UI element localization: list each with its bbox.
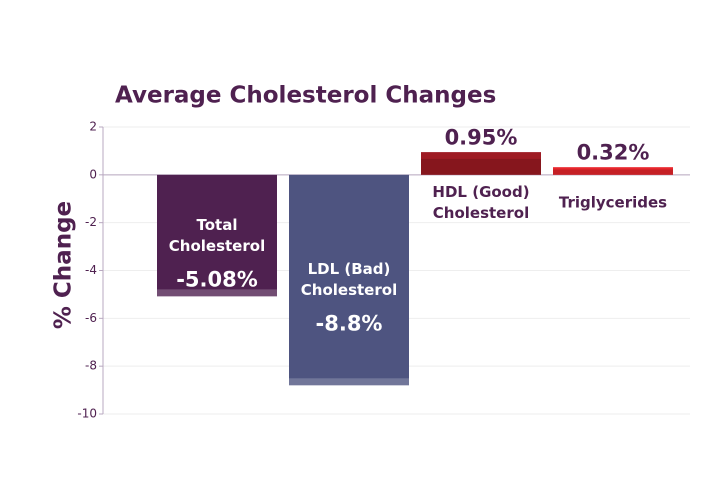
category-label: HDL (Good) Cholesterol [432, 182, 530, 222]
y-tick-label: 2 [89, 120, 97, 134]
bar-highlight [421, 158, 541, 175]
y-axis-label: % Change [51, 201, 77, 329]
value-label: -8.8% [315, 311, 383, 336]
bar-highlight [289, 378, 409, 386]
value-label: -5.08% [176, 267, 258, 292]
bar [157, 174, 277, 297]
y-tick-label: -4 [85, 263, 97, 277]
bar [289, 174, 409, 386]
bar-highlight [553, 169, 673, 175]
category-label: Triglycerides [558, 193, 668, 212]
y-tick-label: -8 [85, 359, 97, 373]
category-label: LDL (Bad) Cholesterol [300, 260, 398, 300]
y-tick-label: 0 [89, 167, 97, 181]
chart-title: Average Cholesterol Changes [115, 83, 496, 109]
y-tick-label: -10 [77, 407, 97, 421]
bar-highlight [157, 289, 277, 297]
bar [553, 167, 673, 175]
y-tick-label: -2 [85, 215, 97, 229]
category-label: Total Cholesterol [168, 215, 266, 255]
y-tick-label: -6 [85, 311, 97, 325]
value-label: 0.95% [444, 125, 518, 150]
bar [421, 152, 541, 175]
value-label: 0.32% [576, 140, 650, 165]
